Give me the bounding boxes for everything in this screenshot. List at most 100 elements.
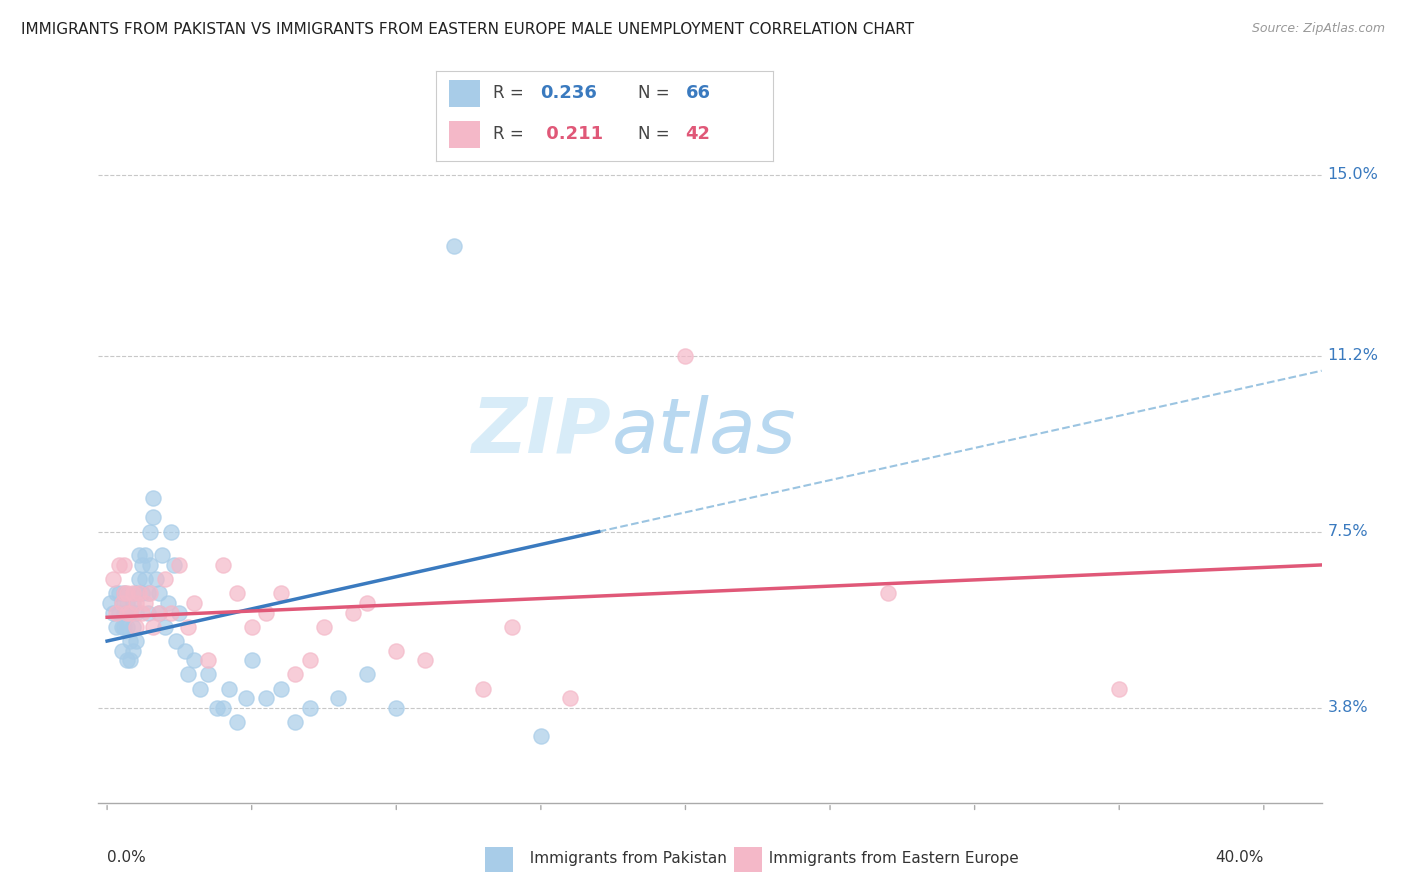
- Point: [122, 620, 145, 634]
- Point: [120, 653, 142, 667]
- FancyBboxPatch shape: [450, 80, 479, 107]
- Point: [142, 620, 165, 634]
- Point: [110, 643, 132, 657]
- Point: [117, 606, 139, 620]
- Point: [114, 586, 136, 600]
- Text: Immigrants from Pakistan: Immigrants from Pakistan: [520, 852, 727, 866]
- Point: [235, 691, 257, 706]
- Point: [120, 606, 142, 620]
- Text: 0.236: 0.236: [540, 84, 598, 103]
- Point: [254, 691, 277, 706]
- Point: [226, 714, 249, 729]
- Point: [125, 620, 148, 634]
- Point: [226, 586, 249, 600]
- Point: [174, 643, 197, 657]
- Text: R =: R =: [494, 125, 529, 144]
- Text: 40.0%: 40.0%: [1215, 850, 1264, 865]
- Text: ZIP: ZIP: [472, 395, 612, 468]
- Point: [876, 586, 898, 600]
- Point: [385, 700, 408, 714]
- Point: [107, 606, 129, 620]
- Point: [270, 586, 292, 600]
- Point: [110, 596, 132, 610]
- Point: [413, 653, 436, 667]
- Point: [169, 558, 191, 572]
- Point: [558, 691, 581, 706]
- Point: [159, 606, 181, 620]
- Point: [312, 620, 335, 634]
- Point: [125, 634, 148, 648]
- Point: [675, 349, 697, 363]
- Point: [284, 667, 307, 681]
- Point: [134, 549, 156, 563]
- Point: [148, 606, 170, 620]
- Text: 66: 66: [686, 84, 710, 103]
- Text: 42: 42: [686, 125, 710, 144]
- Point: [284, 714, 307, 729]
- Point: [117, 620, 139, 634]
- Point: [156, 596, 179, 610]
- Point: [150, 549, 173, 563]
- Point: [1108, 681, 1130, 696]
- Point: [128, 549, 150, 563]
- Point: [114, 558, 136, 572]
- Point: [530, 729, 553, 743]
- Point: [385, 643, 408, 657]
- Point: [125, 596, 148, 610]
- Point: [169, 606, 191, 620]
- Point: [298, 653, 321, 667]
- Point: [110, 620, 132, 634]
- Point: [131, 586, 153, 600]
- Point: [114, 606, 136, 620]
- Point: [270, 681, 292, 696]
- Point: [128, 572, 150, 586]
- Point: [153, 572, 176, 586]
- Point: [188, 681, 211, 696]
- Point: [120, 634, 142, 648]
- Point: [107, 586, 129, 600]
- Point: [254, 606, 277, 620]
- Text: R =: R =: [494, 84, 529, 103]
- Point: [159, 524, 181, 539]
- Point: [298, 700, 321, 714]
- Text: atlas: atlas: [612, 395, 797, 468]
- Point: [134, 572, 156, 586]
- Point: [117, 586, 139, 600]
- Point: [110, 596, 132, 610]
- Point: [104, 586, 127, 600]
- Point: [104, 620, 127, 634]
- Point: [98, 596, 121, 610]
- Point: [145, 572, 167, 586]
- Text: N =: N =: [638, 84, 675, 103]
- Point: [183, 596, 205, 610]
- Point: [139, 586, 162, 600]
- FancyBboxPatch shape: [450, 121, 479, 148]
- Point: [162, 558, 184, 572]
- Point: [342, 606, 364, 620]
- Text: Immigrants from Eastern Europe: Immigrants from Eastern Europe: [759, 852, 1019, 866]
- Text: Source: ZipAtlas.com: Source: ZipAtlas.com: [1251, 22, 1385, 36]
- Point: [117, 596, 139, 610]
- Point: [107, 558, 129, 572]
- Point: [131, 558, 153, 572]
- Point: [328, 691, 350, 706]
- Text: 11.2%: 11.2%: [1327, 348, 1378, 363]
- Point: [125, 586, 148, 600]
- Point: [240, 620, 263, 634]
- Point: [114, 586, 136, 600]
- Point: [122, 596, 145, 610]
- Point: [142, 491, 165, 506]
- Point: [128, 586, 150, 600]
- Point: [142, 510, 165, 524]
- Point: [177, 620, 200, 634]
- Point: [356, 596, 378, 610]
- Point: [205, 700, 228, 714]
- Point: [120, 606, 142, 620]
- Point: [501, 620, 523, 634]
- Point: [125, 606, 148, 620]
- Text: N =: N =: [638, 125, 675, 144]
- Point: [356, 667, 378, 681]
- Point: [240, 653, 263, 667]
- Point: [148, 606, 170, 620]
- Point: [472, 681, 495, 696]
